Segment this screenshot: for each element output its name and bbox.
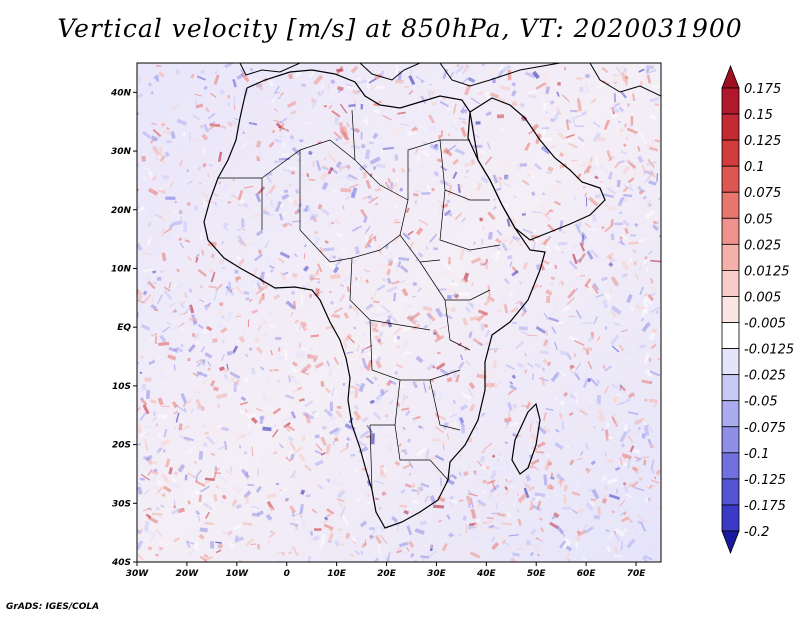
colorbar-label: -0.2 [744, 525, 769, 540]
lat-tick-label: 40N [110, 88, 132, 98]
footer-credit: GrADS: IGES/COLA [6, 602, 100, 612]
arabia-coastline [469, 97, 606, 241]
colorbar: 0.175 0.15 0.125 0.1 0.075 0.05 0.025 0.0125 0.0… [721, 64, 794, 555]
colorbar-swatch [721, 348, 740, 376]
colorbar-swatch [721, 504, 740, 532]
lon-tick-label: 20W [176, 569, 200, 579]
colorbar-label: 0.125 [744, 134, 781, 149]
colorbar-label: 0.005 [744, 290, 781, 305]
colorbar-label: -0.1 [744, 447, 769, 462]
colorbar-swatch [721, 296, 740, 323]
colorbar-swatch [721, 243, 740, 271]
lat-tick-label: 30S [112, 499, 131, 509]
colorbar-label: 0.05 [744, 212, 773, 227]
colorbar-label: -0.05 [744, 395, 778, 410]
colorbar-swatch [721, 374, 740, 402]
colorbar-label: -0.0125 [744, 343, 794, 358]
colorbar-top-arrow [721, 64, 740, 89]
colorbar-label: -0.175 [744, 499, 786, 514]
lat-tick-label: 20N [111, 206, 132, 216]
colorbar-label: 0.025 [744, 238, 781, 253]
colorbar-label: 0.0125 [744, 264, 790, 279]
ocean-background [137, 63, 661, 562]
colorbar-label: 0.075 [744, 186, 781, 201]
colorbar-bottom-arrow [721, 530, 740, 555]
lat-tick-label: EQ [117, 323, 131, 333]
lon-tick-label: 40E [476, 569, 497, 579]
colorbar-swatch [721, 426, 740, 454]
lat-tick-label: 10S [112, 382, 131, 392]
colorbar-swatch [721, 191, 740, 219]
lon-axis: 30W 20W 10W 0 10E 20E 30E 40E 50E 60E 70E [126, 562, 646, 579]
lat-tick-label: 40S [111, 558, 131, 568]
colorbar-label: -0.025 [744, 369, 786, 384]
colorbar-label: -0.005 [744, 317, 786, 332]
colorbar-swatch [721, 165, 740, 193]
lon-tick-label: 0 [284, 569, 290, 579]
europe-coastline [239, 63, 661, 97]
africa-coastline [203, 69, 546, 529]
colorbar-label: -0.125 [744, 473, 786, 488]
lat-tick-label: 10N [111, 264, 132, 274]
country-borders [218, 109, 501, 491]
lon-tick-label: 30W [126, 569, 150, 579]
lon-tick-label: 60E [577, 569, 597, 579]
plot-frame [136, 62, 662, 563]
chart-title: Vertical velocity [m/s] at 850hPa, VT: 2… [57, 14, 743, 43]
lon-tick-label: 10E [327, 569, 347, 579]
colorbar-label: -0.075 [744, 421, 786, 436]
lat-tick-label: 30N [111, 147, 132, 157]
lon-tick-label: 30E [427, 569, 447, 579]
colorbar-label: 0.15 [744, 108, 773, 123]
colorbar-swatch [721, 322, 740, 349]
lon-tick-label: 10W [226, 569, 250, 579]
colorbar-swatch [721, 139, 740, 167]
plot-area [137, 63, 661, 562]
colorbar-swatch [721, 270, 740, 297]
colorbar-swatch [721, 87, 740, 115]
lon-tick-label: 50E [527, 569, 547, 579]
colorbar-label: 0.1 [744, 160, 765, 175]
colorbar-swatch [721, 478, 740, 506]
madagascar-coastline [511, 402, 541, 475]
lat-axis: 40N 30N 20N 10N EQ 10S 20S 30S 40S [110, 88, 137, 568]
velocity-field [137, 63, 661, 562]
lat-tick-label: 20S [112, 441, 131, 451]
colorbar-swatch [721, 452, 740, 480]
lon-tick-label: 20E [377, 569, 397, 579]
colorbar-swatch [721, 400, 740, 428]
colorbar-swatch [721, 217, 740, 245]
colorbar-swatch [721, 113, 740, 141]
lon-tick-label: 70E [627, 569, 647, 579]
colorbar-label: 0.175 [744, 82, 781, 97]
